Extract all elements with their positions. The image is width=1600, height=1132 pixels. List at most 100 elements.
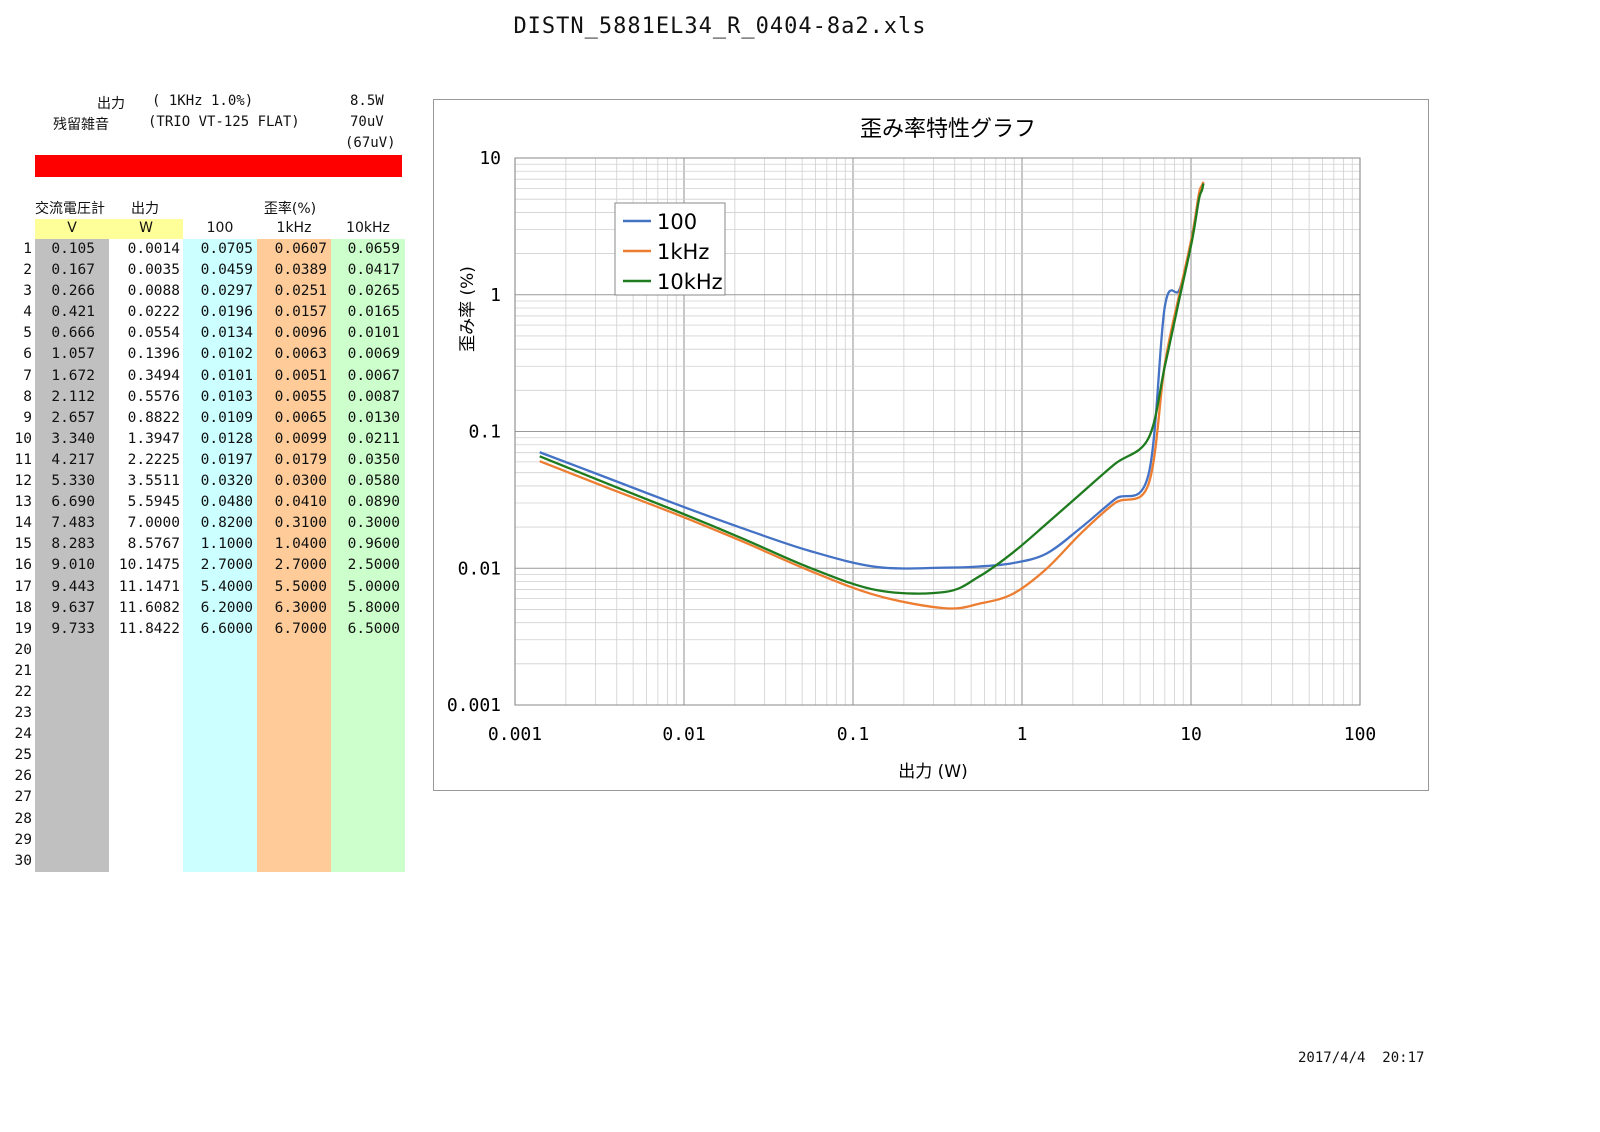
x-tick-label: 0.001 <box>488 724 542 745</box>
header-output: 出力 <box>131 201 159 217</box>
voltage-cell: 0.105 <box>51 241 95 257</box>
row-number: 29 <box>14 831 32 848</box>
voltage-cell: 4.217 <box>51 451 95 468</box>
distortion-10khz-cell: 0.0659 <box>347 241 400 257</box>
series-line-10kHz <box>539 183 1205 595</box>
unit-w-bg <box>109 219 183 239</box>
y-tick-label: 10 <box>479 148 501 169</box>
voltage-cell: 1.057 <box>51 346 95 363</box>
unit-w: W <box>139 220 153 236</box>
distortion-1khz-cell: 0.3100 <box>274 515 327 532</box>
row-number: 23 <box>14 705 32 722</box>
distortion-10khz-cell: 0.0101 <box>347 325 400 342</box>
x-tick-label: 1 <box>1017 724 1028 745</box>
row-number: 22 <box>14 683 32 700</box>
voltage-cell: 0.167 <box>51 262 95 279</box>
distortion-10khz-cell: 0.9600 <box>347 536 400 553</box>
output-cell: 3.5511 <box>127 473 180 490</box>
output-cell: 11.8422 <box>118 620 180 637</box>
row-number: 24 <box>14 726 32 743</box>
x-tick-label: 10 <box>1180 724 1202 745</box>
output-condition: ( 1KHz 1.0%) <box>152 93 254 109</box>
x-axis-label: 出力 (W) <box>898 762 967 782</box>
table-row: 11 4.217 2.2225 0.0197 0.0179 0.0350 <box>0 450 410 471</box>
table-row: 14 7.483 7.0000 0.8200 0.3100 0.3000 <box>0 513 410 534</box>
row-number: 3 <box>23 283 32 300</box>
row-number: 10 <box>14 430 32 447</box>
table-row: 28 <box>0 809 410 830</box>
output-cell: 0.3494 <box>127 367 180 384</box>
distortion-1khz-cell: 0.0096 <box>274 325 327 342</box>
distortion-1khz-cell: 6.3000 <box>274 599 327 616</box>
row-number: 16 <box>14 557 32 574</box>
row-number: 30 <box>14 852 32 869</box>
row-number: 6 <box>23 346 32 363</box>
distortion-10khz-cell: 0.0890 <box>347 494 400 511</box>
chart-legend: 100 1kHz 10kHz <box>614 202 726 296</box>
output-value: 8.5W <box>350 93 384 109</box>
voltage-cell: 9.637 <box>51 599 95 616</box>
table-row: 6 1.057 0.1396 0.0102 0.0063 0.0069 <box>0 344 410 365</box>
output-cell: 0.0014 <box>127 241 180 257</box>
table-row: 13 6.690 5.5945 0.0480 0.0410 0.0890 <box>0 492 410 513</box>
distortion-1khz-cell: 0.0157 <box>274 304 327 321</box>
table-row: 15 8.283 8.5767 1.1000 1.0400 0.9600 <box>0 534 410 555</box>
y-axis-label: 歪み率 (%) <box>458 266 478 352</box>
distortion-1khz-cell: 0.0065 <box>274 409 327 426</box>
voltage-cell: 0.421 <box>51 304 95 321</box>
distortion-100-cell: 0.0103 <box>200 388 253 405</box>
distortion-10khz-cell: 0.0350 <box>347 451 400 468</box>
distortion-10khz-cell: 0.0087 <box>347 388 400 405</box>
distortion-10khz-cell: 0.0417 <box>347 262 400 279</box>
distortion-100-cell: 0.0102 <box>200 346 253 363</box>
legend-label: 100 <box>657 210 697 234</box>
output-cell: 0.5576 <box>127 388 180 405</box>
file-title: DISTN_5881EL34_R_0404-8a2.xls <box>513 14 927 39</box>
table-row: 27 <box>0 787 410 808</box>
output-label: 出力 <box>97 96 125 112</box>
output-cell: 0.8822 <box>127 409 180 426</box>
row-number: 8 <box>23 388 32 405</box>
chart-ticks: 0.001 0.01 0.1 1 10 100 0.001 0.01 0.1 1 10 <box>447 148 1376 745</box>
y-tick-label: 1 <box>490 285 501 306</box>
distortion-1khz-cell: 0.0063 <box>274 346 327 363</box>
row-number: 7 <box>23 367 32 384</box>
distortion-100-cell: 1.1000 <box>200 536 253 553</box>
output-cell: 0.1396 <box>127 346 180 363</box>
table-row: 20 <box>0 640 410 661</box>
legend-label: 1kHz <box>657 240 709 264</box>
distortion-100-cell: 5.4000 <box>200 578 253 595</box>
distortion-10khz-cell: 0.3000 <box>347 515 400 532</box>
distortion-10khz-cell: 0.0580 <box>347 473 400 490</box>
distortion-100-cell: 6.2000 <box>200 599 253 616</box>
distortion-1khz-cell: 0.0179 <box>274 451 327 468</box>
distortion-1khz-cell: 0.0051 <box>274 367 327 384</box>
table-row: 1 0.105 0.0014 0.0705 0.0607 0.0659 <box>0 239 410 260</box>
distortion-1khz-cell: 0.0389 <box>274 262 327 279</box>
distortion-100-cell: 0.0197 <box>200 451 253 468</box>
row-number: 4 <box>23 304 32 321</box>
row-number: 21 <box>14 662 32 679</box>
voltage-cell: 5.330 <box>51 473 95 490</box>
table-row: 30 <box>0 851 410 872</box>
output-cell: 5.5945 <box>127 494 180 511</box>
distortion-1khz-cell: 0.0607 <box>274 241 327 257</box>
unit-v: V <box>67 220 77 236</box>
row-number: 18 <box>14 599 32 616</box>
row-number: 25 <box>14 747 32 764</box>
distortion-100-cell: 0.0109 <box>200 409 253 426</box>
row-number: 12 <box>14 473 32 490</box>
voltage-cell: 1.672 <box>51 367 95 384</box>
distortion-10khz-cell: 0.0211 <box>347 430 400 447</box>
distortion-100-cell: 2.7000 <box>200 557 253 574</box>
x-tick-label: 100 <box>1344 724 1377 745</box>
data-table: 1 0.105 0.0014 0.0705 0.0607 0.0659 2 0.167 0.00… <box>0 239 410 872</box>
row-number: 14 <box>14 515 32 532</box>
row-number: 28 <box>14 810 32 827</box>
distortion-1khz-column-bg <box>257 239 331 872</box>
table-row: 22 <box>0 682 410 703</box>
output-cell: 11.1471 <box>118 578 180 595</box>
voltage-cell: 0.266 <box>51 283 95 300</box>
voltage-cell: 6.690 <box>51 494 95 511</box>
output-cell: 10.1475 <box>118 557 180 574</box>
